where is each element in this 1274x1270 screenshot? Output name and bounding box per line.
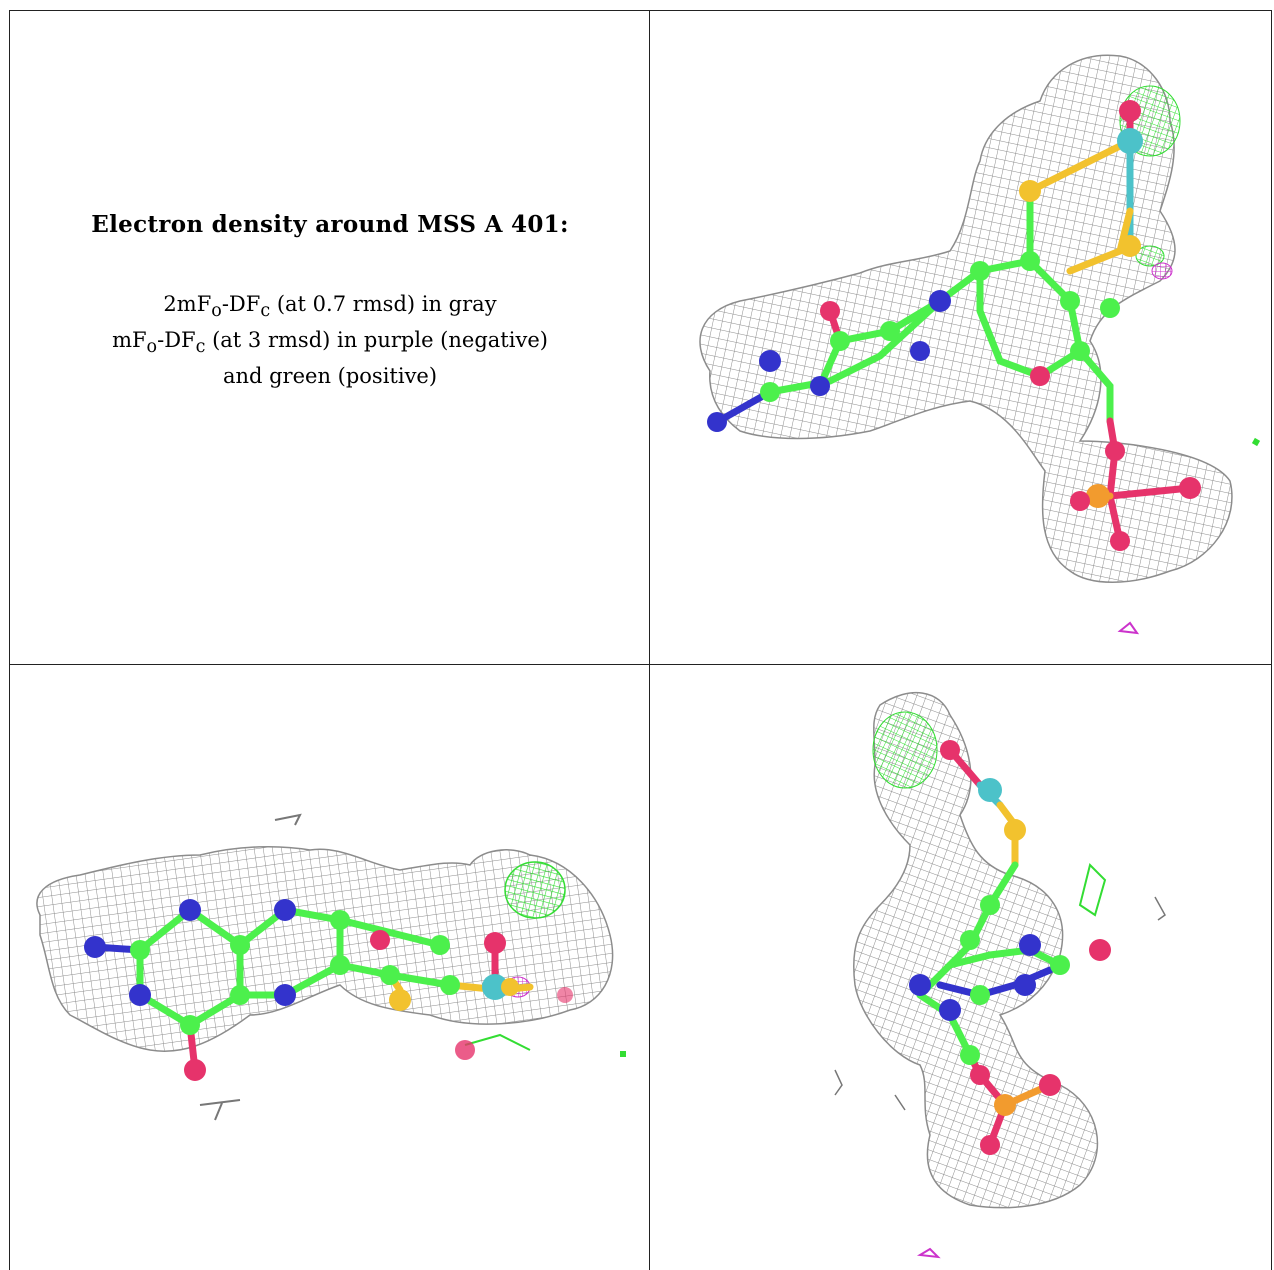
- ligand-atoms: [707, 100, 1201, 551]
- density-mesh-2fofc: [699, 54, 1233, 583]
- density-view-bottom-right: [650, 665, 1271, 1270]
- caption-title: Electron density around MSS A 401:: [91, 211, 569, 238]
- negative-density-blob: [916, 1247, 941, 1259]
- density-mesh-2fofc: [853, 691, 1099, 1209]
- positive-density-blob: [872, 711, 938, 789]
- right-border: [1271, 10, 1272, 1270]
- top-border: [9, 10, 1272, 11]
- figure-grid: Electron density around MSS A 401: 2mFo-…: [9, 10, 1272, 1270]
- positive-density-blob: [1078, 863, 1107, 917]
- positive-density-blob: [620, 1051, 626, 1057]
- left-border: [9, 10, 10, 1270]
- center-divider: [649, 10, 650, 1270]
- positive-density-blob: [504, 861, 566, 919]
- density-view-top-right: [650, 11, 1271, 664]
- middle-divider: [9, 664, 1272, 665]
- caption-block: Electron density around MSS A 401: 2mFo-…: [10, 211, 649, 391]
- density-view-bottom-left: [10, 665, 649, 1270]
- ligand-atoms: [84, 899, 573, 1081]
- positive-density-blob: [464, 1033, 531, 1051]
- density-mesh-2fofc: [36, 846, 614, 1052]
- caption-line-fofc: mFo-DFc (at 3 rmsd) in purple (negative): [112, 328, 548, 358]
- caption-line-2fofc: 2mFo-DFc (at 0.7 rmsd) in gray: [163, 292, 497, 322]
- ligand-atoms: [909, 740, 1111, 1155]
- caption-cell: Electron density around MSS A 401: 2mFo-…: [10, 11, 649, 664]
- caption-line-colors: and green (positive): [222, 364, 438, 389]
- positive-density-blob: [1135, 245, 1165, 267]
- negative-density-blob: [1151, 262, 1173, 280]
- positive-density-blob: [1251, 437, 1261, 447]
- negative-density-blob: [1117, 621, 1140, 635]
